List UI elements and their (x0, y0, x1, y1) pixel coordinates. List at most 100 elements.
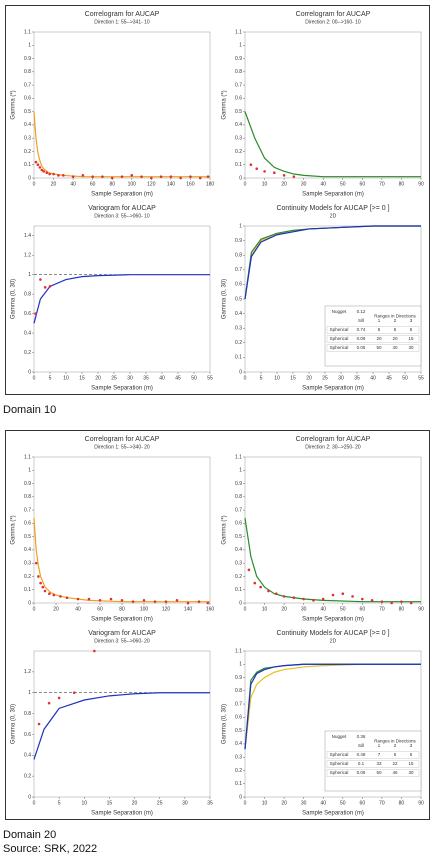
y-tick-label: 0.4 (24, 753, 31, 759)
y-tick-label: 0.5 (235, 728, 242, 734)
table-row (326, 326, 420, 334)
plot-frame (244, 456, 422, 604)
y-tick-label: 0.2 (235, 149, 242, 155)
y-tick-label: 0 (239, 175, 242, 181)
data-point (150, 176, 153, 180)
y-tick-label: 1 (28, 272, 31, 278)
y-tick-label: 0.2 (235, 768, 242, 774)
table-box (324, 305, 422, 367)
table-cell: Nugget (332, 309, 347, 314)
data-point (39, 581, 42, 585)
y-tick-label: 0.9 (235, 238, 242, 244)
table-cell: 0.49 (357, 752, 366, 757)
data-point (38, 166, 42, 169)
table-row (326, 769, 420, 777)
table-cell: 0.1 (358, 761, 365, 766)
table-cell: Spherical (330, 752, 349, 757)
y-tick-label: 0.4 (235, 741, 242, 747)
chart: Continuity Models for AUCAP [>= 0 ]2D 0 0.… (222, 205, 424, 392)
table-cell: Ranges in Directions (374, 739, 416, 744)
data-point (400, 600, 403, 603)
x-axis-label: Sample Separation (m) (302, 192, 364, 198)
table-cell: Spherical (330, 770, 349, 775)
data-point (101, 175, 104, 178)
y-tick-label: 0 (28, 369, 31, 375)
x-tick-label: 120 (147, 181, 156, 187)
x-tick-label: 60 (360, 606, 366, 612)
x-tick-label: 20 (95, 375, 101, 381)
y-tick-label: 0.6 (235, 715, 242, 721)
x-tick-label: 30 (301, 800, 307, 806)
y-tick-label: 0.5 (24, 109, 31, 115)
x-tick-label: 90 (418, 800, 424, 806)
chart-subtitle: Direction 2: 00-->160- 10 (305, 19, 361, 25)
y-tick-label: 0.9 (24, 56, 31, 62)
x-tick-label: 20 (281, 800, 287, 806)
x-axis-label: Sample Separation (m) (302, 811, 364, 817)
chart-title: Continuity Models for AUCAP [>= 0 ] (276, 205, 389, 212)
model-line (33, 518, 210, 603)
model-line (244, 517, 421, 603)
data-point (282, 595, 286, 598)
y-tick-label: 0.3 (24, 136, 31, 142)
x-tick-label: 160 (186, 181, 195, 187)
data-point (292, 175, 296, 178)
table-cell: 5 (378, 327, 381, 332)
x-tick-label: 15 (79, 375, 85, 381)
y-axis-label: Gamma (*) (222, 90, 228, 119)
plot-frame (33, 456, 211, 604)
x-axis-label: Sample Separation (m) (302, 386, 364, 392)
data-point (206, 175, 210, 178)
y-tick-label: 0.8 (235, 688, 242, 694)
table-cell: 46 (392, 770, 398, 775)
y-tick-label: 0.4 (235, 311, 242, 317)
caption: Domain 10 (3, 404, 57, 416)
data-point (186, 601, 190, 605)
x-tick-label: 100 (128, 181, 137, 187)
y-tick-label: 0.2 (235, 340, 242, 346)
y-tick-label: 0 (239, 794, 242, 800)
x-tick-label: 160 (206, 606, 215, 612)
data-point (48, 592, 51, 596)
chart-subtitle: Direction 1: 55-->341- 10 (94, 19, 150, 25)
data-point (41, 585, 45, 589)
chart-title: Variogram for AUCAP (88, 630, 156, 637)
data-point (259, 585, 262, 589)
data-point (45, 171, 49, 174)
x-tick-label: 40 (75, 606, 81, 612)
x-tick-label: 10 (82, 800, 88, 806)
data-point (34, 160, 38, 164)
table-cell: 0.74 (357, 327, 366, 332)
y-tick-label: 0.4 (24, 122, 31, 128)
data-point (198, 176, 202, 180)
data-point (37, 575, 40, 578)
x-tick-label: 120 (162, 606, 171, 612)
table-cell: Sill (358, 743, 364, 748)
table-cell: 5 (394, 752, 397, 757)
table-cell: Spherical (330, 761, 349, 766)
table-cell: 15 (408, 336, 414, 341)
x-tick-label: 0 (244, 606, 247, 612)
data-point (37, 722, 41, 726)
panel (5, 430, 430, 820)
y-tick-label: 1 (239, 43, 242, 49)
x-tick-label: 20 (281, 606, 287, 612)
data-point (48, 172, 51, 176)
y-tick-label: 0.2 (24, 574, 31, 580)
y-tick-label: 1.1 (235, 29, 242, 35)
table-cell: 2 (394, 318, 397, 323)
x-axis-label: Sample Separation (m) (91, 617, 153, 623)
data-point (274, 592, 278, 596)
table-cell: Sill (358, 318, 364, 323)
x-tick-label: 20 (281, 181, 287, 187)
x-tick-label: 0 (33, 606, 36, 612)
y-tick-label: 1.2 (24, 669, 31, 675)
y-tick-label: 0.2 (24, 350, 31, 356)
table-cell: 5 (410, 752, 413, 757)
y-tick-label: 0.4 (24, 547, 31, 553)
y-tick-label: 0.8 (24, 711, 31, 717)
